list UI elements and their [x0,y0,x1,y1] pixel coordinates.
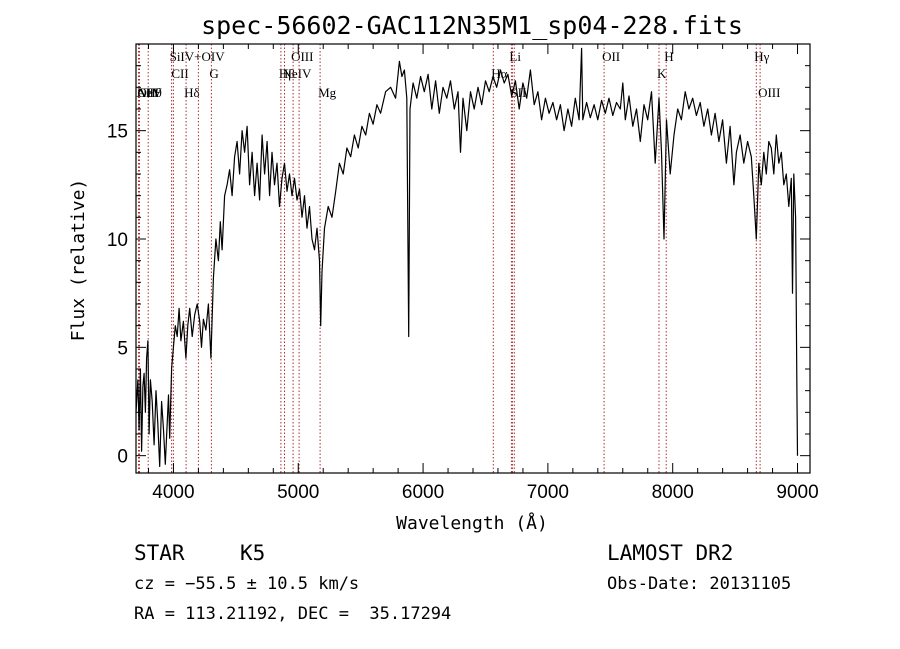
y-tick-label: 15 [107,122,128,143]
spectral-line-label: NeV [137,85,162,100]
plot-frame [135,43,811,474]
spectral-line-label: SiIV+OIV [170,49,226,64]
spectral-line-label: Hδ [184,85,200,100]
y-axis-ticks: 0 5 10 15 [107,43,810,468]
y-tick-label: 5 [117,338,128,359]
y-tick-label: 10 [107,230,128,251]
spectral-line-label: Hγ [754,49,769,64]
x-tick-label: 5000 [277,482,319,503]
x-axis-label: Wavelength (Å) [396,512,548,534]
x-tick-label: 9000 [776,482,818,503]
x-tick-label: 7000 [527,482,569,503]
x-tick-label: 8000 [652,482,694,503]
spectral-line-label: AlII [137,85,159,100]
spectral-line-label: Li [509,49,521,64]
spectral-line-label: OIII [291,49,313,64]
obs-date: Obs-Date: 20131105 [607,574,792,594]
redshift-cz: cz = −55.5 ± 10.5 km/s [134,574,360,594]
spectral-line-label: OII [138,85,156,100]
survey-name: LAMOST DR2 [607,541,734,565]
spectral-line-label: K [657,66,667,81]
spectrum-line [135,47,799,468]
spectral-line-label: CII [171,66,188,81]
spectral-line-label: G [209,66,218,81]
spectral-line-label: Hθ [146,85,162,100]
object-subclass: K5 [240,541,266,565]
y-tick-label: 0 [117,447,128,468]
coordinates: RA = 113.21192, DEC = 35.17294 [134,604,452,624]
spectral-line-label: Hβ [279,66,295,81]
x-axis-ticks: 4000 5000 6000 7000 8000 9000 [147,44,819,503]
spectral-line-label: NeIV [283,66,312,81]
spectral-line-label: H [664,49,673,64]
spectral-line-label: Mg [318,85,337,100]
x-tick-label: 6000 [402,482,444,503]
spectral-line-label: OII [602,49,620,64]
x-tick-label: 4000 [152,482,194,503]
y-axis-label: Flux (relative) [68,179,89,342]
spectral-line-label: OIII [758,85,780,100]
chart-title: spec-56602-GAC112N35M1_sp04-228.fits [201,11,743,40]
object-type: STAR [134,541,185,565]
